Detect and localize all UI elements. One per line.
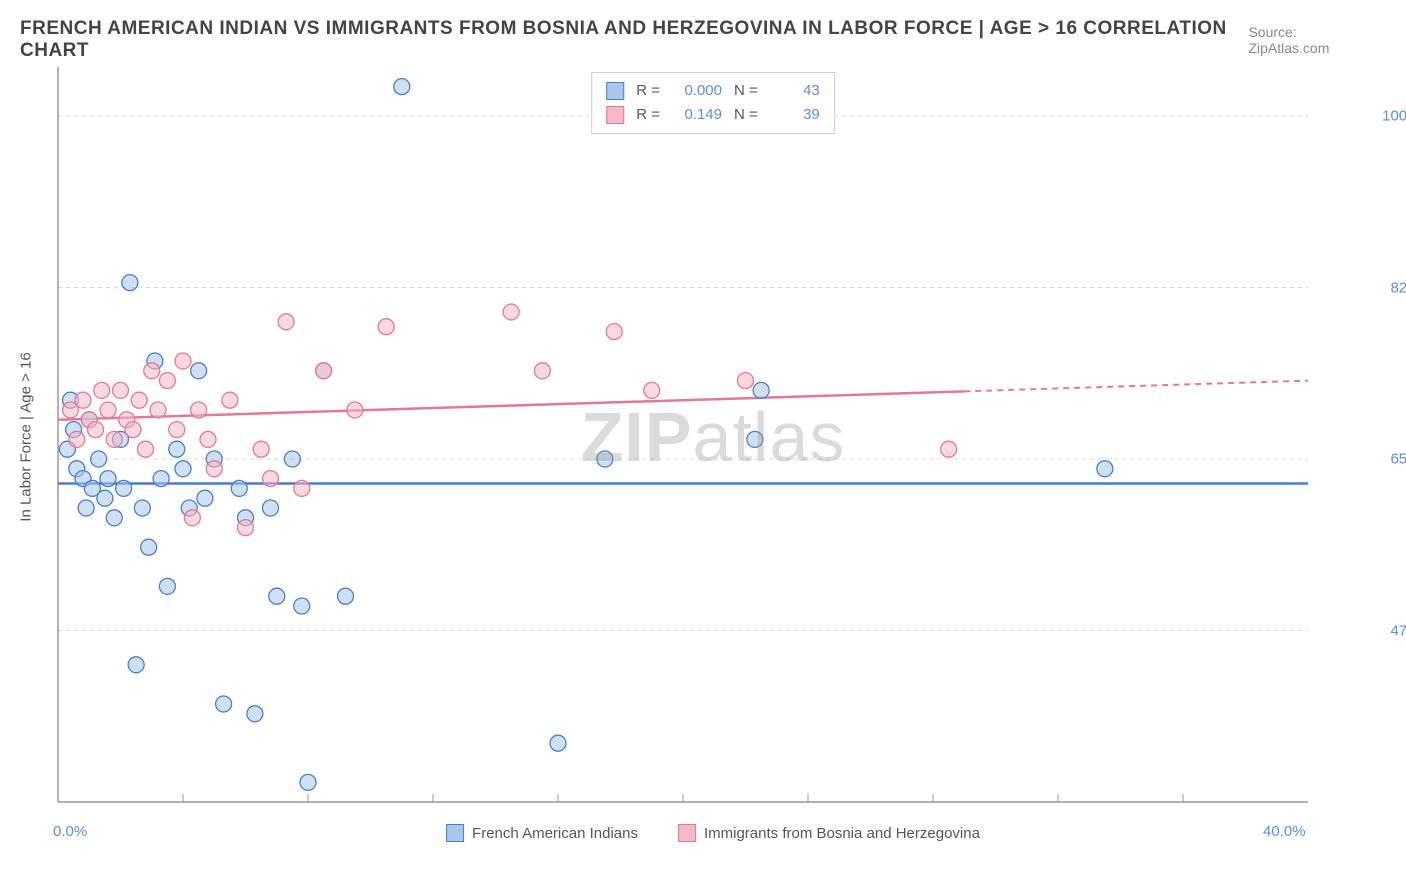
legend-label: Immigrants from Bosnia and Herzegovina — [704, 825, 980, 842]
swatch-icon — [446, 824, 464, 842]
n-label: N = — [734, 79, 758, 103]
r-value: 0.000 — [672, 79, 722, 103]
n-label: N = — [734, 103, 758, 127]
swatch-icon — [606, 82, 624, 100]
r-label: R = — [636, 103, 660, 127]
r-label: R = — [636, 79, 660, 103]
y-axis-label: In Labor Force | Age > 16 — [18, 352, 35, 521]
y-tick-label: 82.5% — [1390, 279, 1406, 296]
r-value: 0.149 — [672, 103, 722, 127]
legend-label: French American Indians — [472, 825, 638, 842]
legend-row: R = 0.000 N = 43 — [606, 79, 820, 103]
y-tick-label: 65.0% — [1390, 451, 1406, 468]
swatch-icon — [678, 824, 696, 842]
series-legend: French American Indians Immigrants from … — [446, 824, 980, 842]
source-label: Source: ZipAtlas.com — [1248, 24, 1376, 56]
swatch-icon — [606, 106, 624, 124]
n-value: 43 — [770, 79, 820, 103]
y-tick-label: 47.5% — [1390, 622, 1406, 639]
n-value: 39 — [770, 103, 820, 127]
x-tick-label: 0.0% — [53, 823, 87, 840]
scatter-plot — [48, 62, 1378, 812]
x-tick-label: 40.0% — [1263, 823, 1306, 840]
chart-title: FRENCH AMERICAN INDIAN VS IMMIGRANTS FRO… — [20, 18, 1248, 62]
legend-item: Immigrants from Bosnia and Herzegovina — [678, 824, 980, 842]
y-tick-label: 100.0% — [1382, 108, 1406, 125]
chart-area: In Labor Force | Age > 16 ZIPatlas R = 0… — [48, 62, 1378, 812]
legend-item: French American Indians — [446, 824, 638, 842]
legend-row: R = 0.149 N = 39 — [606, 103, 820, 127]
correlation-legend: R = 0.000 N = 43 R = 0.149 N = 39 — [591, 72, 835, 134]
